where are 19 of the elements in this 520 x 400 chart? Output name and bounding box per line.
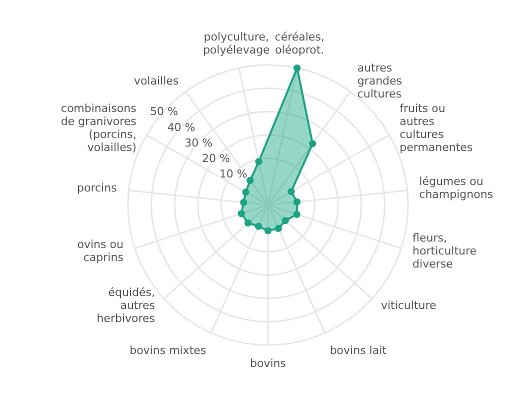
y-tick-label: 10 % [219,168,248,181]
spoke-label: équidés, autres herbivores [96,286,156,326]
spoke-label: combinaisons de granivores (porcins, volailles) [60,102,137,154]
spoke-label: fleurs, horticulture diverse [412,231,477,270]
spoke-label: polyculture, polyélevage [202,30,270,56]
y-tick-label: 50 % [150,105,178,118]
y-tick-label: 40 % [167,120,196,134]
spoke-label: bovins [250,357,286,370]
y-tick-label: 20 % [202,152,230,166]
spoke-label: volailles [134,74,179,88]
spoke-label: bovins mixtes [130,344,206,357]
spoke-label: céréales, oléoprot. [274,30,324,56]
spoke-label: porcins [77,182,118,195]
spoke-label: viticulture [380,299,437,312]
spoke-label: légumes ou champignons [419,175,494,202]
spoke-label: fruits ou autres cultures permanentes [400,102,473,154]
spoke-label: ovins ou caprins [77,238,124,264]
y-tick-label: 30 % [184,136,213,150]
spoke-label: bovins lait [330,344,388,357]
